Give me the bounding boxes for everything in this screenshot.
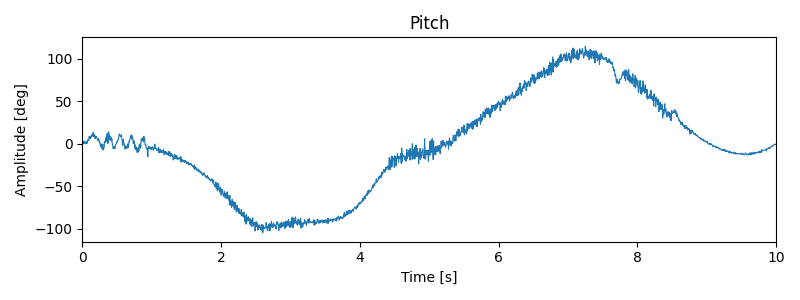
X-axis label: Time [s]: Time [s]: [401, 271, 458, 285]
Title: Pitch: Pitch: [409, 15, 450, 33]
Y-axis label: Amplitude [deg]: Amplitude [deg]: [15, 83, 29, 196]
